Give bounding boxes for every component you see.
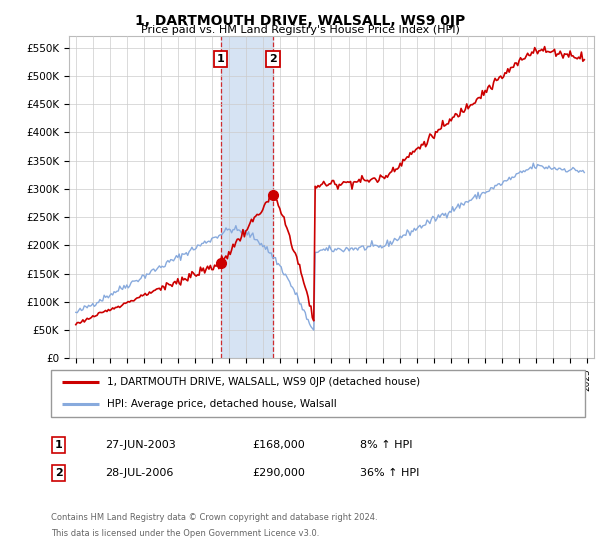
Text: 27-JUN-2003: 27-JUN-2003 (105, 440, 176, 450)
Text: £290,000: £290,000 (252, 468, 305, 478)
Text: £168,000: £168,000 (252, 440, 305, 450)
FancyBboxPatch shape (51, 370, 585, 417)
Text: 2: 2 (269, 54, 277, 64)
Bar (221, 36, 273, 358)
Text: 1, DARTMOUTH DRIVE, WALSALL, WS9 0JP: 1, DARTMOUTH DRIVE, WALSALL, WS9 0JP (135, 14, 465, 28)
Text: 36% ↑ HPI: 36% ↑ HPI (360, 468, 419, 478)
Text: 1: 1 (55, 440, 62, 450)
Text: HPI: Average price, detached house, Walsall: HPI: Average price, detached house, Wals… (107, 399, 337, 409)
Text: 8% ↑ HPI: 8% ↑ HPI (360, 440, 413, 450)
Text: Contains HM Land Registry data © Crown copyright and database right 2024.: Contains HM Land Registry data © Crown c… (51, 514, 377, 522)
Text: 1, DARTMOUTH DRIVE, WALSALL, WS9 0JP (detached house): 1, DARTMOUTH DRIVE, WALSALL, WS9 0JP (de… (107, 377, 420, 388)
Text: 1: 1 (217, 54, 224, 64)
Text: Price paid vs. HM Land Registry's House Price Index (HPI): Price paid vs. HM Land Registry's House … (140, 25, 460, 35)
Text: This data is licensed under the Open Government Licence v3.0.: This data is licensed under the Open Gov… (51, 529, 319, 538)
Text: 2: 2 (55, 468, 62, 478)
Text: 28-JUL-2006: 28-JUL-2006 (105, 468, 173, 478)
